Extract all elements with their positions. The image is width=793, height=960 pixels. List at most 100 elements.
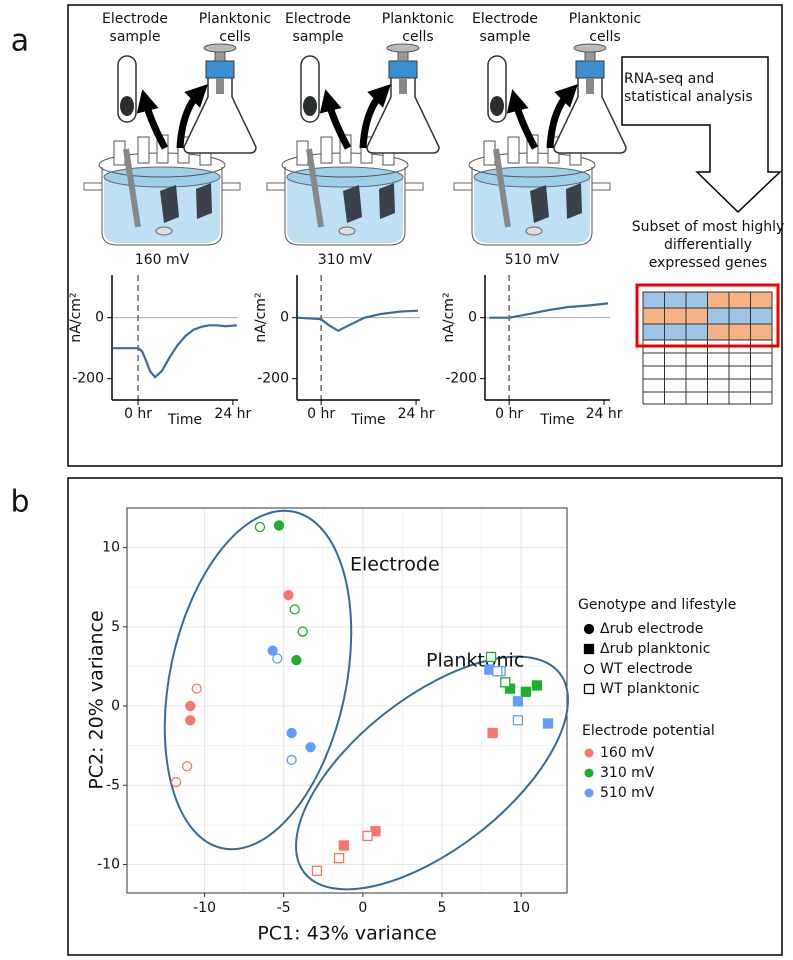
y-tick-label: 10: [102, 540, 120, 556]
legend-label: WT planktonic: [600, 681, 700, 697]
y-tick-label: -10: [97, 856, 120, 872]
data-line: [112, 324, 237, 379]
panel-a-frame: [67, 4, 783, 467]
point: [185, 715, 196, 726]
panel-b-frame: [67, 477, 783, 956]
legend-label: 310 mV: [600, 765, 655, 781]
point: [286, 727, 297, 739]
x-tick-label: 0 hr: [307, 406, 335, 422]
point: [297, 626, 308, 637]
x-tick-label: 0: [358, 900, 367, 916]
x-axis-label: Time: [350, 412, 385, 428]
point: [191, 683, 202, 694]
point: [333, 852, 345, 864]
x-axis-label: Time: [167, 412, 202, 428]
legend-marker: [583, 683, 595, 695]
sample-label: Electrode sample: [471, 11, 539, 45]
legend-label: 510 mV: [600, 785, 655, 801]
x-tick-label: 10: [512, 900, 530, 916]
cluster-ellipse: [163, 509, 353, 851]
x-tick-label: 0 hr: [495, 406, 523, 422]
legend-marker: [583, 643, 595, 655]
chart-title: 310 mV: [318, 252, 373, 268]
point: [512, 696, 524, 707]
x-axis-label: PC1: 43% variance: [257, 923, 436, 945]
point: [267, 645, 278, 656]
reactor-setup: [84, 43, 627, 245]
point: [362, 830, 373, 842]
panel-label: b: [10, 485, 29, 520]
y-axis-label: PC2: 20% variance: [86, 610, 108, 789]
point: [542, 718, 554, 729]
x-tick-label: 24 hr: [586, 406, 623, 422]
legend-marker: [583, 623, 595, 635]
x-tick-label: 0 hr: [124, 406, 152, 422]
panel-label: a: [11, 24, 29, 59]
legend-label: Δrub electrode: [600, 621, 703, 637]
y-tick-label: 5: [111, 619, 120, 635]
sample-label: Electrode sample: [101, 11, 169, 45]
annotation: Electrode: [350, 554, 440, 576]
cells-label: Planktonic cells: [568, 11, 642, 45]
x-tick-label: -10: [193, 900, 216, 916]
chart-title: 160 mV: [135, 252, 190, 268]
point: [338, 840, 349, 851]
point: [531, 680, 543, 691]
point: [291, 654, 302, 666]
y-tick-label: -200: [72, 371, 104, 387]
legend-title: Electrode potential: [582, 723, 715, 739]
x-tick-label: 24 hr: [398, 406, 435, 422]
point: [485, 651, 497, 663]
y-tick-label: -5: [106, 777, 120, 793]
point: [181, 761, 193, 772]
point: [283, 589, 294, 601]
data-line: [297, 309, 419, 333]
chart-title: 510 mV: [505, 252, 560, 268]
point: [273, 520, 285, 531]
plot-area: [127, 508, 567, 893]
point: [254, 521, 266, 533]
sample-label: Electrode sample: [284, 11, 352, 45]
y-tick-label: 0: [468, 310, 477, 326]
subset-label: Subset of most highly differentially exp…: [631, 219, 785, 271]
point: [170, 776, 182, 788]
point: [185, 700, 196, 712]
x-tick-label: 5: [438, 900, 447, 916]
y-axis-label: nA/cm²: [253, 292, 269, 342]
point: [305, 742, 316, 753]
x-tick-label: 24 hr: [214, 406, 251, 422]
y-axis-label: nA/cm²: [441, 292, 457, 342]
legend-marker: [583, 663, 595, 675]
legend-label: 160 mV: [600, 745, 655, 761]
y-tick-label: 0: [111, 698, 120, 714]
legend-label: WT electrode: [600, 661, 693, 677]
legend-marker: [584, 768, 594, 778]
cluster-ellipse: [295, 655, 569, 891]
annotation: Planktonic: [426, 650, 524, 672]
y-tick-label: -200: [257, 371, 289, 387]
analysis-label: RNA-seq and statistical analysis: [624, 71, 753, 105]
y-tick-label: 0: [95, 310, 104, 326]
legend-title: Genotype and lifestyle: [578, 597, 736, 613]
point: [289, 604, 300, 615]
point: [492, 666, 503, 677]
data-line: [489, 302, 609, 319]
point: [500, 677, 511, 688]
point: [520, 686, 531, 697]
point: [286, 754, 297, 766]
point: [272, 653, 283, 664]
x-axis-label: Time: [539, 412, 574, 428]
y-tick-label: -200: [445, 371, 477, 387]
y-tick-label: 0: [280, 310, 289, 326]
x-tick-label: -5: [277, 900, 291, 916]
cells-label: Planktonic cells: [381, 11, 455, 45]
heatmap: [635, 283, 780, 405]
point: [311, 865, 323, 876]
point: [487, 727, 498, 739]
y-axis-label: nA/cm²: [68, 292, 84, 342]
flow-arrow: [621, 56, 782, 214]
cells-label: Planktonic cells: [198, 11, 272, 45]
legend-marker: [584, 748, 594, 758]
